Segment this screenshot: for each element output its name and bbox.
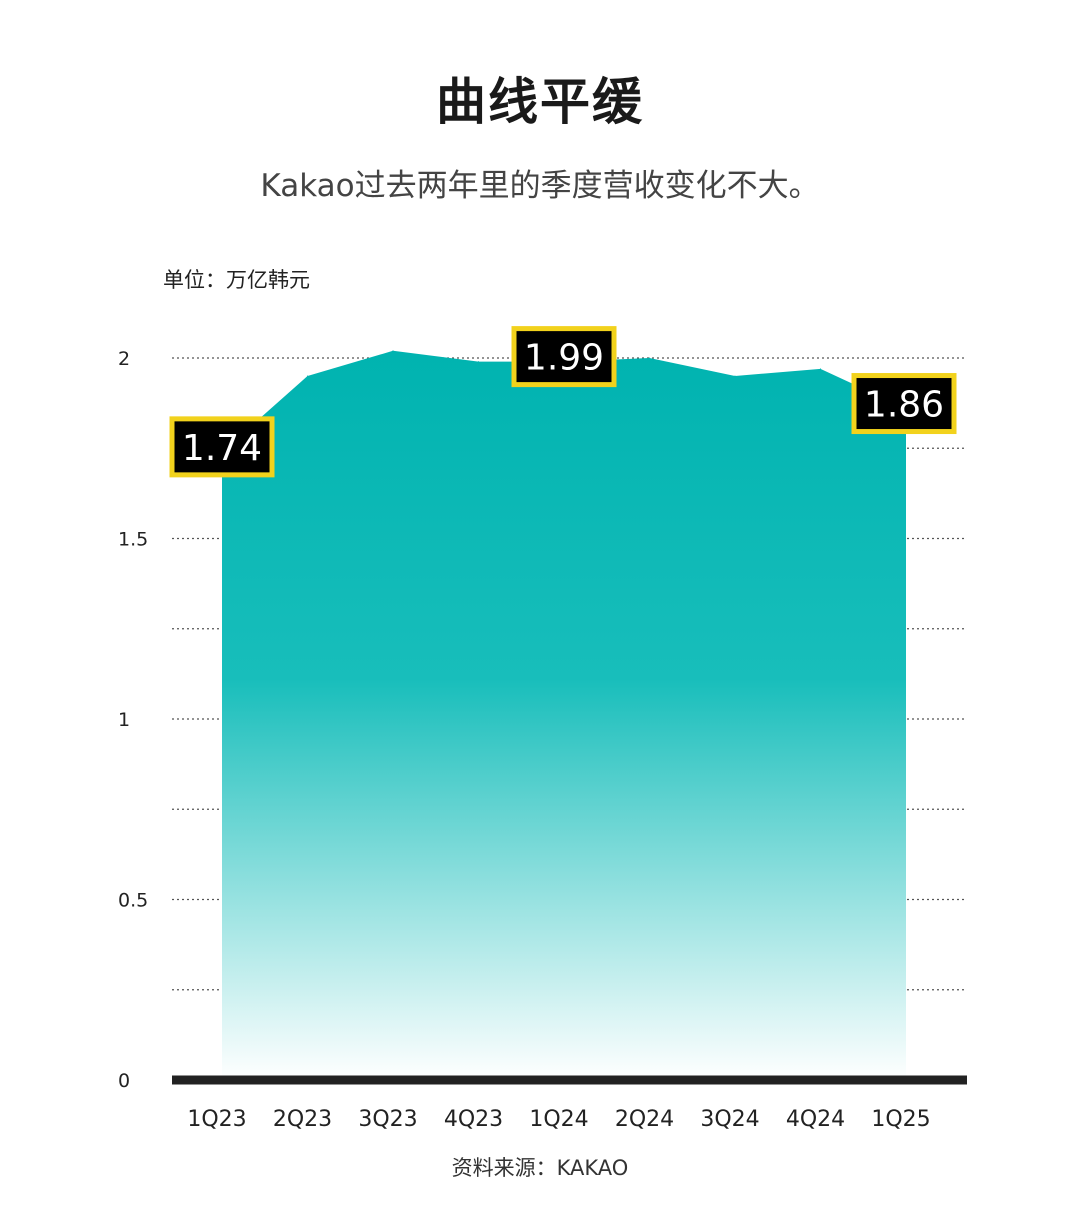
x-tick-label: 3Q24 (700, 1107, 759, 1132)
y-tick-label: 1.5 (118, 529, 148, 551)
x-tick-label: 4Q24 (786, 1107, 845, 1132)
revenue-area (222, 350, 906, 1080)
data-label-box (851, 373, 957, 435)
data-label: 1.74 (169, 416, 275, 478)
x-tick-label: 3Q23 (358, 1107, 417, 1132)
axes: 0 0.5 1 1.5 2 1Q23 2Q23 3Q23 4Q23 1Q24 2Q24 3Q24 4Q2… (118, 348, 967, 1132)
y-tick-label: 0.5 (118, 890, 148, 912)
data-labels: 1.74 1.99 1.86 (169, 326, 957, 478)
x-tick-label: 2Q24 (615, 1107, 674, 1132)
data-point (392, 350, 394, 352)
unit-label: 单位：万亿韩元 (163, 268, 310, 292)
data-point (734, 375, 736, 377)
data-point (307, 375, 308, 377)
data-label: 1.86 (851, 373, 957, 435)
chart-subtitle: Kakao过去两年里的季度营收变化不大。 (260, 168, 820, 204)
y-tick-label: 0 (118, 1070, 130, 1092)
data-point (649, 357, 650, 359)
data-label-text: 1.99 (524, 338, 604, 379)
y-tick-label: 2 (118, 348, 130, 370)
data-label-box (511, 326, 617, 388)
area-series (221, 350, 907, 1080)
source-note: 资料来源：KAKAO (451, 1156, 629, 1180)
x-tick-label: 2Q23 (273, 1107, 332, 1132)
data-label-box (169, 416, 275, 478)
data-label-text: 1.86 (864, 385, 944, 426)
x-tick-label: 1Q25 (871, 1107, 930, 1132)
x-tick-label: 1Q24 (529, 1107, 588, 1132)
x-tick-label: 1Q23 (187, 1107, 246, 1132)
data-point (820, 368, 821, 370)
chart-title: 曲线平缓 (436, 73, 644, 131)
data-label: 1.99 (511, 326, 617, 388)
data-label-text: 1.74 (182, 428, 262, 469)
x-tick-label: 4Q23 (444, 1107, 503, 1132)
y-tick-label: 1 (118, 709, 130, 731)
data-point (478, 361, 479, 363)
